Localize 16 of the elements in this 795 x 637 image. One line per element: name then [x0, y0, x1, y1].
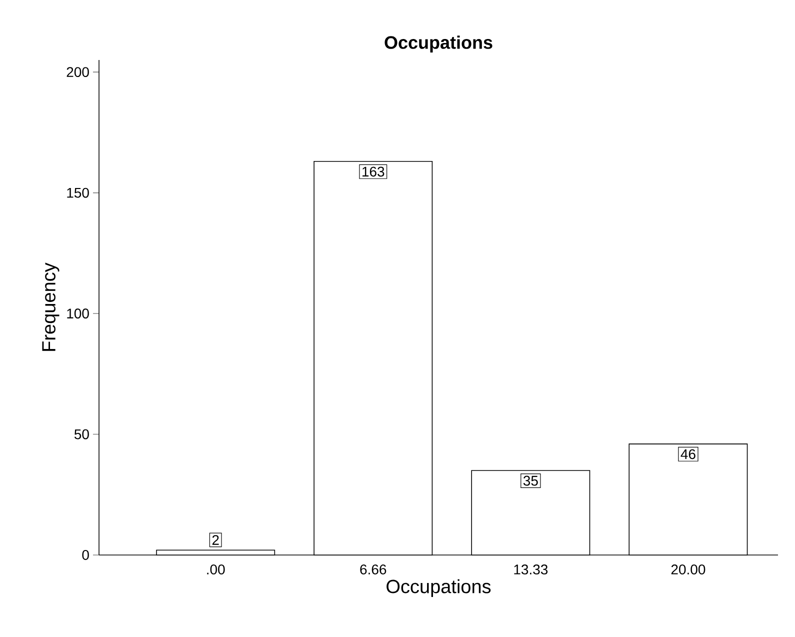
data-label: 35 — [523, 476, 538, 486]
data-label: 2 — [212, 535, 219, 545]
x-tick-label: 13.33 — [514, 564, 548, 574]
data-label: 46 — [680, 449, 696, 460]
data-label: 163 — [362, 166, 384, 177]
chart-title: Occupations — [384, 36, 492, 52]
y-tick-label: 100 — [67, 308, 89, 318]
x-axis-title: Occupations — [386, 579, 491, 597]
y-tick-label: 50 — [74, 429, 89, 440]
y-axis-title: Frequency — [42, 262, 60, 351]
x-tick-label: 6.66 — [360, 564, 386, 574]
x-tick-label: .00 — [207, 564, 225, 574]
y-tick-label: 150 — [67, 188, 89, 198]
x-tick-label: 20.00 — [671, 564, 706, 574]
y-tick-label: 0 — [82, 550, 89, 560]
y-tick-label: 200 — [66, 67, 89, 78]
